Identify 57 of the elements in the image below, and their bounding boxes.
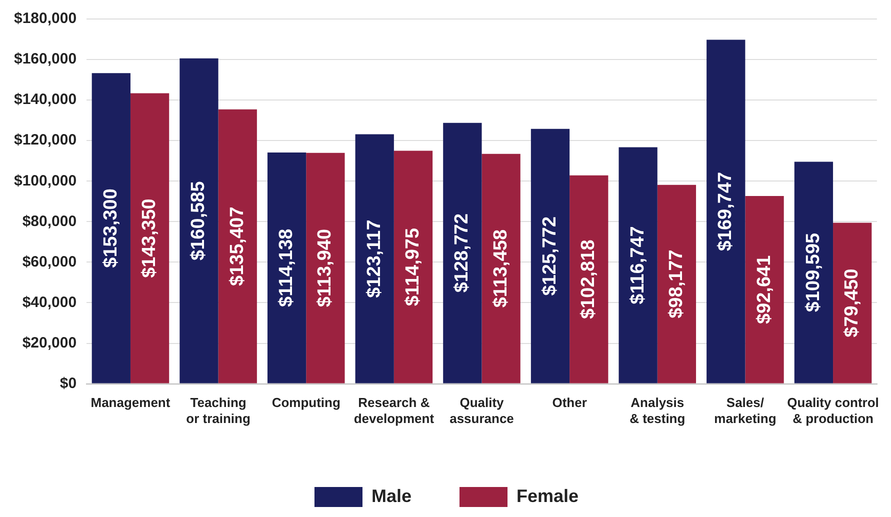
bar — [482, 154, 520, 384]
bar — [180, 58, 218, 384]
y-tick-label: $20,000 — [22, 334, 77, 352]
data-label: $114,975 — [402, 228, 424, 306]
y-tick-label: $0 — [60, 374, 77, 392]
y-tick-label: $140,000 — [14, 91, 77, 108]
data-label: $143,350 — [139, 198, 160, 278]
y-tick-label: $100,000 — [14, 172, 77, 190]
bar — [570, 175, 608, 384]
bar — [618, 147, 658, 384]
bar — [92, 73, 130, 384]
y-tick-label: $40,000 — [22, 294, 77, 311]
x-tick-label: Teaching or training — [186, 395, 250, 426]
bar — [657, 184, 696, 384]
data-label: $128,772 — [452, 213, 473, 293]
bar — [130, 93, 170, 384]
x-tick-label: Sales/marketing — [714, 395, 776, 426]
x-tick-label: Research & development — [354, 395, 435, 426]
data-label: $92,641 — [754, 254, 775, 324]
y-tick-label: $160,000 — [14, 50, 77, 68]
data-label: $169,747 — [715, 172, 736, 252]
x-tick-label: Analysis & testing — [630, 395, 686, 426]
data-label: $79,450 — [842, 268, 863, 338]
bar — [833, 222, 872, 384]
y-tick-label: $60,000 — [22, 253, 77, 270]
data-label: $113,458 — [490, 229, 512, 308]
data-label: $113,940 — [314, 228, 336, 308]
legend-label: Female — [516, 486, 579, 506]
bar — [745, 196, 784, 384]
x-tick-label: Quality control & production — [787, 395, 879, 426]
x-tick-label: Other — [552, 395, 587, 410]
x-tick-label: Computing — [272, 395, 340, 410]
data-label: $125,772 — [539, 216, 560, 296]
bar — [706, 40, 746, 384]
y-tick-label: $80,000 — [22, 212, 77, 230]
bar — [794, 162, 834, 384]
y-tick-label: $180,000 — [14, 10, 77, 28]
bar — [355, 134, 394, 384]
bar — [530, 128, 570, 384]
bar — [394, 150, 433, 384]
data-label: $114,138 — [276, 228, 298, 307]
data-label: $116,747 — [627, 226, 648, 304]
data-label: $153,300 — [100, 188, 122, 268]
data-label: $135,407 — [226, 206, 248, 286]
data-label: $123,117 — [364, 220, 385, 298]
bar — [267, 152, 306, 384]
data-label: $98,177 — [666, 250, 687, 318]
y-tick-label: $120,000 — [14, 132, 77, 149]
data-label: $102,818 — [578, 240, 600, 319]
bar — [306, 152, 345, 384]
x-tick-label: Quality assurance — [450, 395, 514, 426]
bar — [218, 109, 257, 384]
data-label: $160,585 — [188, 180, 210, 260]
data-label: $109,595 — [802, 232, 824, 312]
x-tick-label: Management — [90, 395, 171, 410]
bar — [443, 122, 482, 384]
legend-label: Male — [371, 486, 412, 506]
